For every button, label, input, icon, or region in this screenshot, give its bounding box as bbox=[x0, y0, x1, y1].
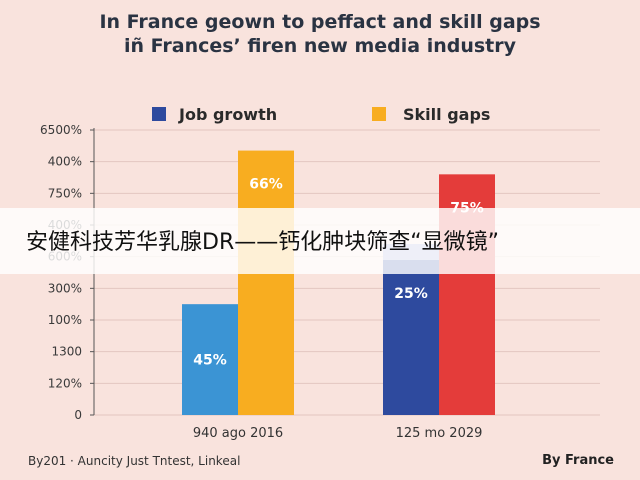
chart-title: In France geown to peffact and skill gap… bbox=[0, 10, 640, 58]
data-label-0-0: 45% bbox=[193, 353, 227, 369]
banner-text: 安健科技芳华乳腺DR——钙化肿块筛查“显微镜” bbox=[26, 230, 500, 255]
data-label-0-1: 25% bbox=[394, 286, 428, 302]
legend-label-job-growth: Job growth bbox=[178, 105, 277, 124]
y-tick-label: 120% bbox=[48, 376, 82, 390]
data-label-1-0: 66% bbox=[249, 177, 283, 193]
bar-0-0 bbox=[182, 304, 238, 415]
legend-label-skill-gaps: Skill gaps bbox=[403, 105, 490, 124]
bar-0-1 bbox=[383, 259, 439, 415]
y-tick-label: 750% bbox=[48, 186, 82, 200]
y-tick-label: 1300 bbox=[51, 345, 82, 359]
legend-swatch-skill-gaps bbox=[372, 107, 386, 121]
footer-source: By201 · Auncity Just Tntest, Linkeal bbox=[28, 454, 241, 468]
footer-credit: By France bbox=[542, 453, 614, 468]
chart-title-line-2: iñ Frances’ firen new media industry bbox=[123, 35, 517, 57]
y-tick-label: 6500% bbox=[40, 123, 82, 137]
y-tick-label: 100% bbox=[48, 313, 82, 327]
overlay-banner: 安健科技芳华乳腺DR——钙化肿块筛查“显微镜” bbox=[0, 208, 640, 274]
bars bbox=[182, 150, 495, 416]
chart-title-line-1: In France geown to peffact and skill gap… bbox=[99, 11, 541, 33]
x-axis-ticks: 940 ago 2016 125 mo 2029 bbox=[193, 426, 483, 441]
y-tick-label: 300% bbox=[48, 281, 82, 295]
bar-1-0 bbox=[238, 150, 294, 416]
y-tick-label: 400% bbox=[48, 155, 82, 169]
y-tick-label: 0 bbox=[74, 408, 82, 422]
legend-swatch-job-growth bbox=[152, 107, 166, 121]
x-tick-label: 940 ago 2016 bbox=[193, 426, 283, 441]
x-tick-label: 125 mo 2029 bbox=[396, 426, 483, 441]
legend: Job growth Skill gaps bbox=[152, 105, 490, 124]
